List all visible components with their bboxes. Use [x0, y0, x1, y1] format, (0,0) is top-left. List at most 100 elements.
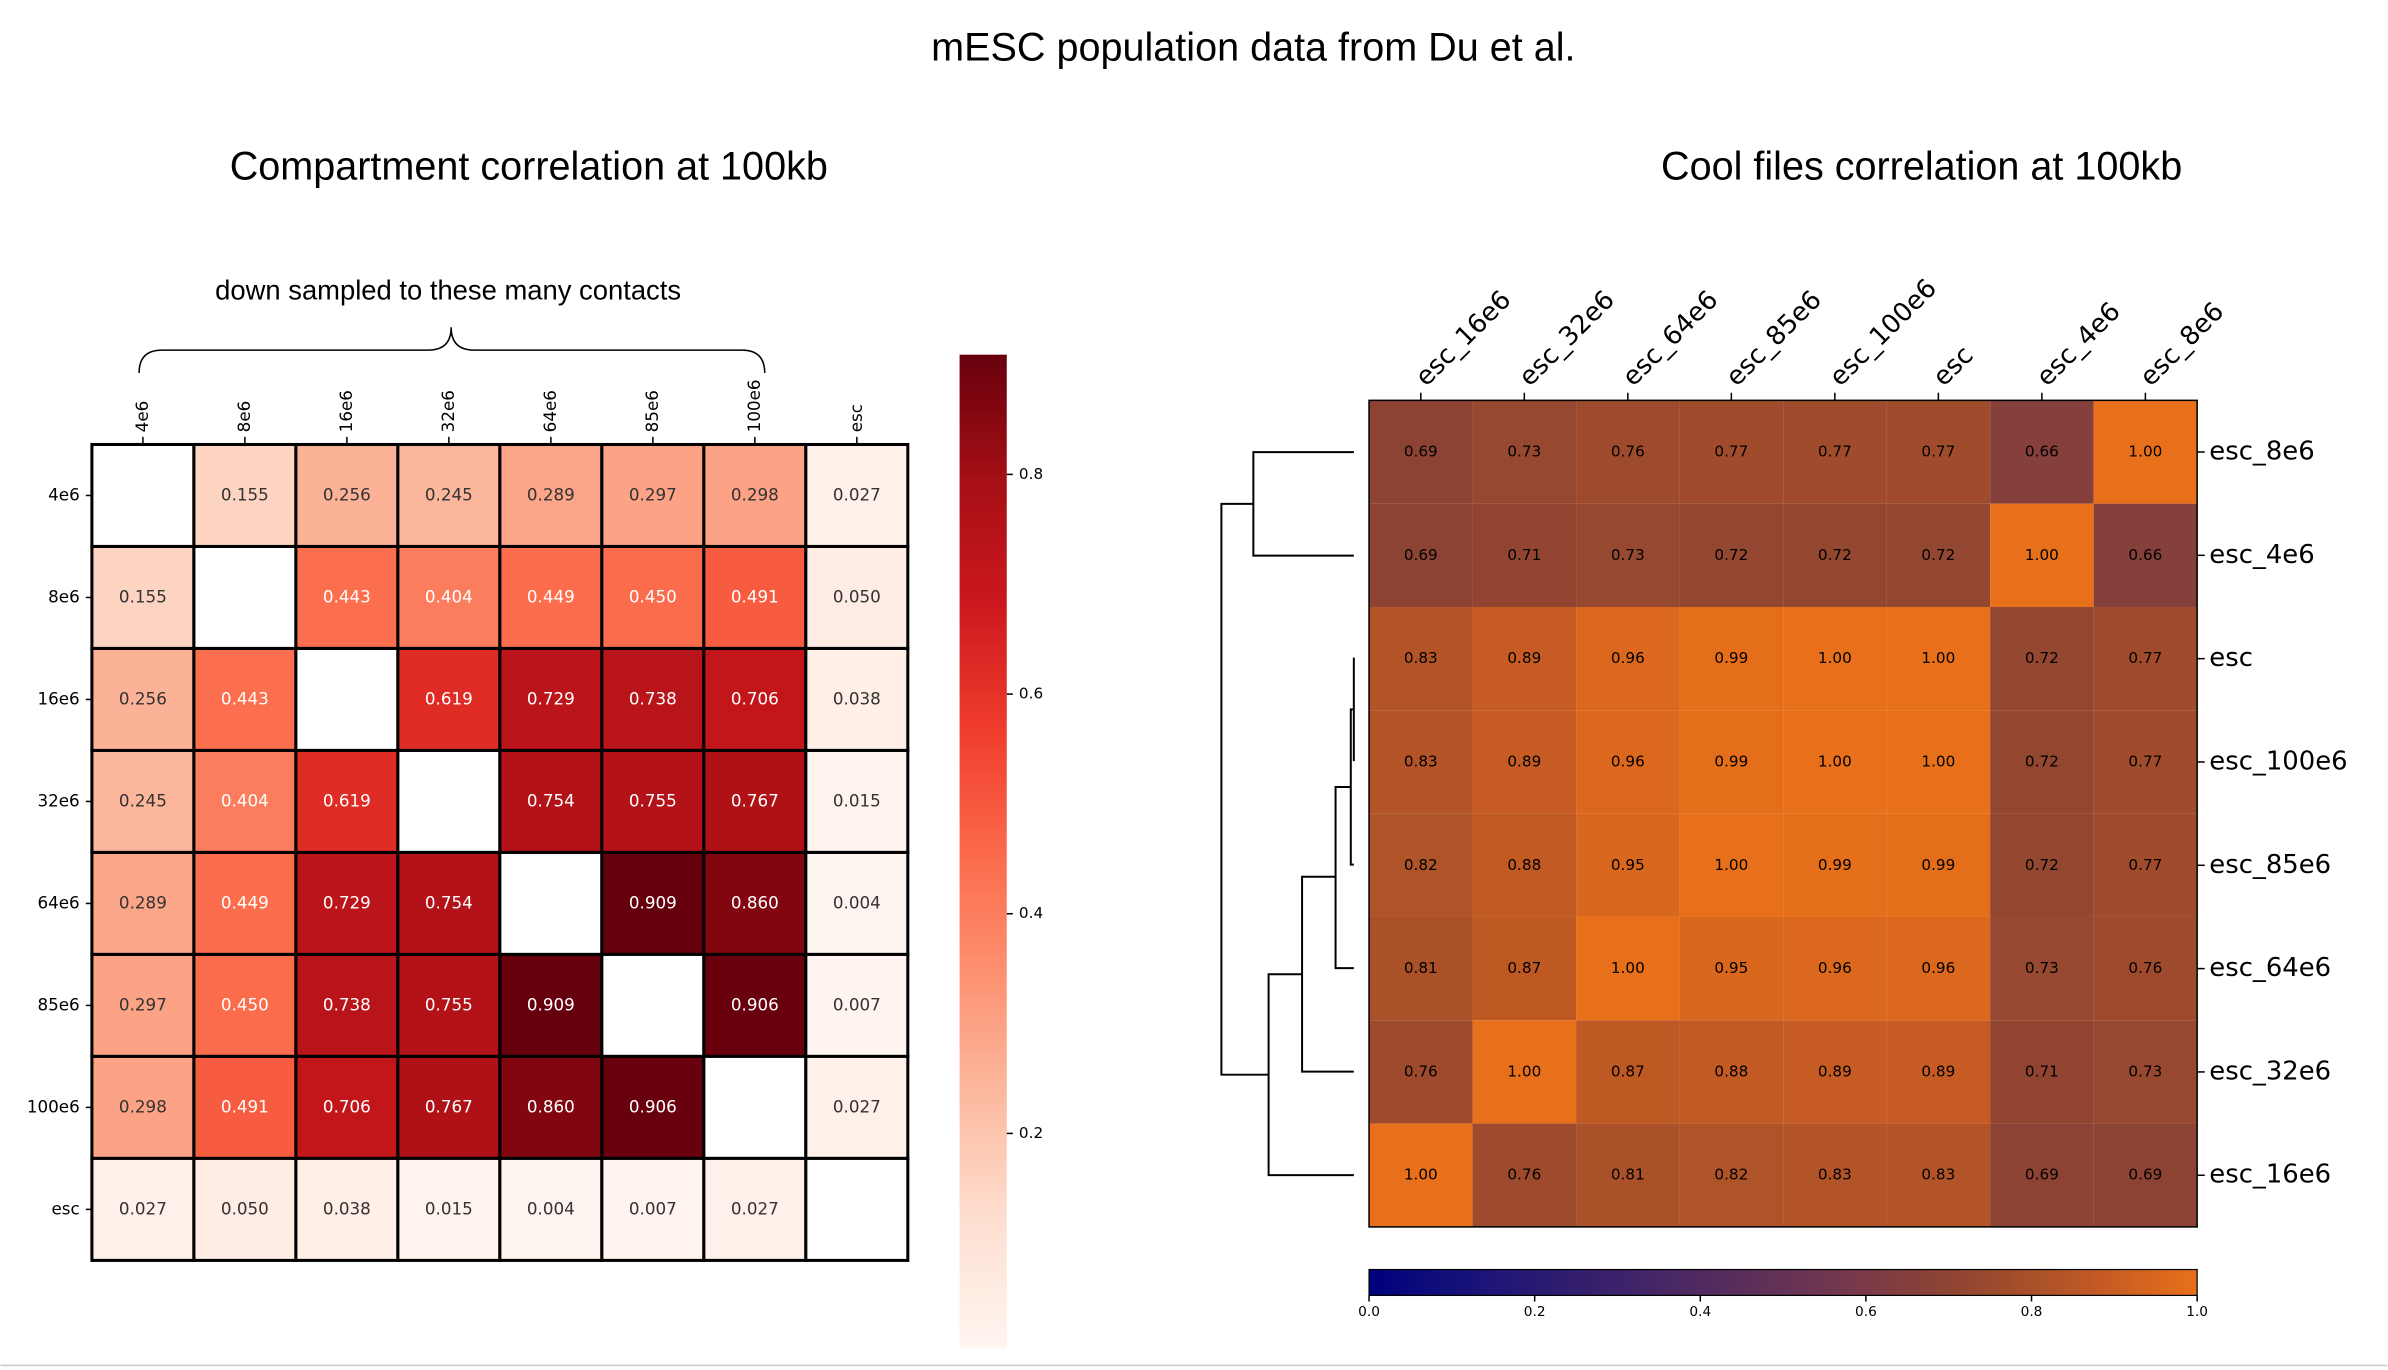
- cell-label: 0.66: [2128, 546, 2162, 564]
- cell-label: 0.83: [1404, 752, 1438, 770]
- cell-label: 0.289: [527, 484, 575, 504]
- heatmap-cell: [702, 952, 808, 1058]
- cell-label: 0.767: [731, 790, 779, 810]
- cell-label: 1.00: [1818, 752, 1852, 770]
- heatmap-cell: [498, 544, 604, 650]
- cell-label: 0.82: [1404, 856, 1438, 874]
- heatmap-cell: [1472, 813, 1577, 917]
- cell-label: 0.76: [2128, 959, 2162, 977]
- cell-label: 0.83: [1921, 1166, 1955, 1184]
- x-tick-label: 8e6: [234, 401, 254, 433]
- cell-label: 0.71: [2025, 1062, 2059, 1080]
- cell-label: 0.619: [425, 688, 473, 708]
- heatmap-cell: [1369, 1123, 1473, 1227]
- heatmap-cell: [1679, 1123, 1784, 1227]
- x-tick-label: esc_4e6: [2031, 297, 2127, 393]
- cell-label: 0.729: [323, 892, 371, 912]
- cell-label: 1.00: [1507, 1062, 1541, 1080]
- heatmap-cell: [192, 952, 298, 1058]
- heatmap-cell: [1783, 813, 1887, 917]
- heatmap-cell: [1886, 813, 1991, 917]
- heatmap-cell: [2093, 503, 2198, 607]
- cell-label: 0.245: [119, 790, 167, 810]
- cell-label: 0.95: [1611, 856, 1645, 874]
- heatmap-cell: [1990, 710, 2094, 814]
- cell-label: 0.89: [1818, 1062, 1852, 1080]
- heatmap-cell: [2093, 916, 2198, 1021]
- cell-label: 0.443: [323, 586, 371, 606]
- cell-label: 0.71: [1507, 546, 1541, 564]
- cell-label: 0.298: [119, 1096, 167, 1116]
- heatmap-cell: [294, 1054, 400, 1160]
- y-tick-label: 85e6: [37, 994, 79, 1014]
- cell-label: 0.706: [323, 1096, 371, 1116]
- cell-label: 0.755: [629, 790, 677, 810]
- cell-label: 0.88: [1714, 1062, 1748, 1080]
- cell-label: 0.449: [221, 892, 269, 912]
- heatmap-cell: [2093, 710, 2198, 814]
- x-tick-label: 4e6: [132, 401, 152, 433]
- heatmap-cell: [1369, 503, 1473, 607]
- x-tick-label: esc_64e6: [1617, 285, 1724, 392]
- heatmap-cell: [1679, 400, 1784, 504]
- cell-label: 1.00: [1818, 649, 1852, 667]
- heatmap-cell: [1576, 400, 1680, 504]
- cell-label: 0.754: [425, 892, 473, 912]
- cell-label: 0.96: [1921, 959, 1955, 977]
- colorbar-tick-label: 0.4: [1689, 1304, 1711, 1320]
- cell-label: 0.73: [2025, 959, 2059, 977]
- heatmap-cell: [1886, 916, 1991, 1021]
- heatmap-cell: [600, 646, 706, 752]
- heatmap-cell: [804, 544, 910, 650]
- x-tick-label: esc_85e6: [1720, 285, 1827, 392]
- heatmap-cell: [90, 1156, 196, 1262]
- heatmap-cell: [294, 748, 400, 854]
- cell-label: 0.87: [1611, 1062, 1645, 1080]
- heatmap-cell: [498, 1156, 604, 1262]
- heatmap-cell: [2093, 400, 2198, 504]
- colorbar-tick-label: 0.8: [1019, 465, 1043, 483]
- empty-cell: [498, 850, 604, 956]
- heatmap-cell: [1679, 813, 1784, 917]
- heatmap-cell: [600, 1054, 706, 1160]
- cell-label: 0.755: [425, 994, 473, 1014]
- x-tick-label: esc: [1927, 340, 1979, 392]
- cell-label: 0.297: [629, 484, 677, 504]
- heatmap-cell: [1990, 813, 2094, 917]
- heatmap-cell: [1783, 1123, 1887, 1227]
- cell-label: 0.77: [2128, 752, 2162, 770]
- heatmap-cell: [1990, 1020, 2094, 1124]
- colorbar-tick-label: 0.4: [1019, 904, 1043, 922]
- cell-label: 0.69: [1404, 443, 1438, 461]
- cell-label: 0.297: [119, 994, 167, 1014]
- colorbar-tick-label: 0.6: [1855, 1304, 1877, 1320]
- cell-label: 0.77: [2128, 649, 2162, 667]
- cell-label: 0.256: [323, 484, 371, 504]
- cell-label: 0.73: [2128, 1062, 2162, 1080]
- cell-label: 0.82: [1714, 1166, 1748, 1184]
- cell-label: 0.754: [527, 790, 575, 810]
- cell-label: 0.449: [527, 586, 575, 606]
- heatmap-cell: [1783, 606, 1887, 711]
- heatmap-cell: [1783, 710, 1887, 814]
- cell-label: 0.89: [1507, 752, 1541, 770]
- cell-label: 0.87: [1507, 959, 1541, 977]
- cell-label: 0.66: [2025, 443, 2059, 461]
- cell-label: 0.256: [119, 688, 167, 708]
- cell-label: 0.298: [731, 484, 779, 504]
- colorbar: [959, 354, 1007, 1349]
- heatmap-cell: [1472, 503, 1577, 607]
- x-tick-label: esc_100e6: [1824, 273, 1943, 392]
- y-tick-label: esc_4e6: [2209, 540, 2314, 570]
- y-tick-label: esc_32e6: [2209, 1056, 2331, 1086]
- x-tick-label: esc_32e6: [1513, 285, 1620, 392]
- cell-label: 0.860: [731, 892, 779, 912]
- empty-cell: [804, 1156, 910, 1262]
- x-tick-label: 64e6: [540, 390, 560, 432]
- heatmap-cell: [192, 1054, 298, 1160]
- heatmap-cell: [1369, 400, 1473, 504]
- heatmap-cell: [1990, 400, 2094, 504]
- heatmap-cell: [1576, 606, 1680, 711]
- heatmap-cell: [1886, 606, 1991, 711]
